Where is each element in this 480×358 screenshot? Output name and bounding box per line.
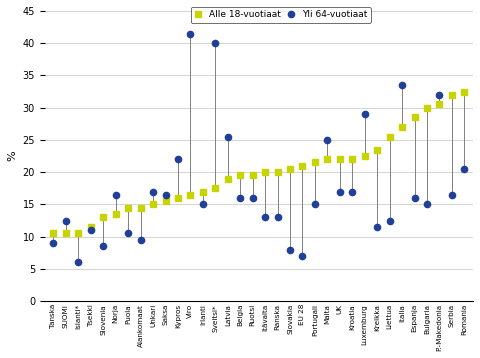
Alle 18-vuotiaat: [237, 173, 243, 178]
Yli 64-vuotiaat: [287, 247, 293, 252]
Alle 18-vuotiaat: [287, 167, 293, 171]
Alle 18-vuotiaat: [63, 231, 69, 236]
Alle 18-vuotiaat: [374, 147, 380, 152]
Alle 18-vuotiaat: [449, 93, 455, 97]
Alle 18-vuotiaat: [399, 125, 405, 129]
Yli 64-vuotiaat: [250, 196, 255, 200]
Alle 18-vuotiaat: [75, 231, 81, 236]
Yli 64-vuotiaat: [362, 112, 368, 116]
Alle 18-vuotiaat: [461, 90, 467, 94]
Yli 64-vuotiaat: [75, 260, 81, 265]
Alle 18-vuotiaat: [150, 202, 156, 207]
Alle 18-vuotiaat: [50, 231, 56, 236]
Yli 64-vuotiaat: [113, 193, 119, 197]
Line: Alle 18-vuotiaat: Alle 18-vuotiaat: [50, 88, 468, 237]
Alle 18-vuotiaat: [362, 154, 368, 158]
Yli 64-vuotiaat: [275, 215, 280, 219]
Alle 18-vuotiaat: [188, 193, 193, 197]
Alle 18-vuotiaat: [113, 212, 119, 216]
Alle 18-vuotiaat: [163, 199, 168, 203]
Alle 18-vuotiaat: [88, 225, 94, 229]
Y-axis label: %: %: [7, 151, 17, 161]
Yli 64-vuotiaat: [262, 215, 268, 219]
Yli 64-vuotiaat: [312, 202, 318, 207]
Alle 18-vuotiaat: [100, 215, 106, 219]
Yli 64-vuotiaat: [188, 32, 193, 36]
Yli 64-vuotiaat: [412, 196, 418, 200]
Yli 64-vuotiaat: [200, 202, 206, 207]
Yli 64-vuotiaat: [399, 83, 405, 87]
Yli 64-vuotiaat: [300, 254, 305, 258]
Yli 64-vuotiaat: [324, 138, 330, 142]
Yli 64-vuotiaat: [374, 225, 380, 229]
Yli 64-vuotiaat: [337, 189, 343, 194]
Yli 64-vuotiaat: [138, 238, 144, 242]
Alle 18-vuotiaat: [262, 170, 268, 174]
Alle 18-vuotiaat: [436, 102, 442, 107]
Alle 18-vuotiaat: [275, 170, 280, 174]
Yli 64-vuotiaat: [100, 244, 106, 248]
Yli 64-vuotiaat: [436, 93, 442, 97]
Yli 64-vuotiaat: [150, 189, 156, 194]
Yli 64-vuotiaat: [163, 193, 168, 197]
Alle 18-vuotiaat: [250, 173, 255, 178]
Alle 18-vuotiaat: [387, 135, 393, 139]
Legend: Alle 18-vuotiaat, Yli 64-vuotiaat: Alle 18-vuotiaat, Yli 64-vuotiaat: [191, 7, 371, 23]
Alle 18-vuotiaat: [200, 189, 206, 194]
Alle 18-vuotiaat: [324, 157, 330, 161]
Yli 64-vuotiaat: [349, 189, 355, 194]
Alle 18-vuotiaat: [349, 157, 355, 161]
Yli 64-vuotiaat: [125, 231, 131, 236]
Yli 64-vuotiaat: [237, 196, 243, 200]
Alle 18-vuotiaat: [213, 186, 218, 190]
Alle 18-vuotiaat: [138, 205, 144, 210]
Alle 18-vuotiaat: [225, 176, 231, 181]
Yli 64-vuotiaat: [50, 241, 56, 245]
Alle 18-vuotiaat: [175, 196, 181, 200]
Alle 18-vuotiaat: [424, 106, 430, 110]
Yli 64-vuotiaat: [213, 41, 218, 45]
Yli 64-vuotiaat: [387, 218, 393, 223]
Yli 64-vuotiaat: [461, 167, 467, 171]
Yli 64-vuotiaat: [225, 135, 231, 139]
Alle 18-vuotiaat: [412, 115, 418, 120]
Yli 64-vuotiaat: [63, 218, 69, 223]
Alle 18-vuotiaat: [312, 160, 318, 165]
Alle 18-vuotiaat: [125, 205, 131, 210]
Alle 18-vuotiaat: [300, 164, 305, 168]
Yli 64-vuotiaat: [88, 228, 94, 232]
Yli 64-vuotiaat: [424, 202, 430, 207]
Yli 64-vuotiaat: [175, 157, 181, 161]
Alle 18-vuotiaat: [337, 157, 343, 161]
Line: Yli 64-vuotiaat: Yli 64-vuotiaat: [50, 30, 468, 266]
Yli 64-vuotiaat: [449, 193, 455, 197]
